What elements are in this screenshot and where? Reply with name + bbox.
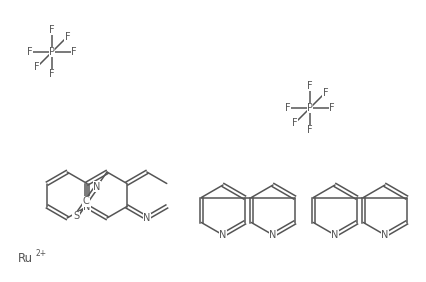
Text: 2+: 2+ — [36, 248, 47, 257]
Text: F: F — [322, 88, 328, 98]
Text: F: F — [307, 125, 313, 135]
Text: F: F — [34, 62, 40, 72]
Text: C: C — [83, 197, 90, 206]
Text: F: F — [65, 32, 70, 42]
Text: F: F — [71, 47, 77, 57]
Text: Ru: Ru — [18, 252, 33, 265]
Text: N: N — [331, 230, 339, 240]
Text: N: N — [83, 202, 91, 212]
Text: P: P — [49, 47, 55, 57]
Text: P: P — [307, 103, 313, 113]
Text: N: N — [93, 182, 101, 192]
Text: S: S — [73, 211, 79, 221]
Text: F: F — [49, 25, 55, 35]
Text: F: F — [307, 81, 313, 91]
Text: N: N — [219, 230, 227, 240]
Text: N: N — [143, 213, 150, 223]
Text: F: F — [292, 118, 297, 128]
Text: F: F — [285, 103, 291, 113]
Text: F: F — [329, 103, 335, 113]
Text: N: N — [381, 230, 389, 240]
Text: F: F — [27, 47, 33, 57]
Text: F: F — [49, 69, 55, 79]
Text: N: N — [269, 230, 277, 240]
